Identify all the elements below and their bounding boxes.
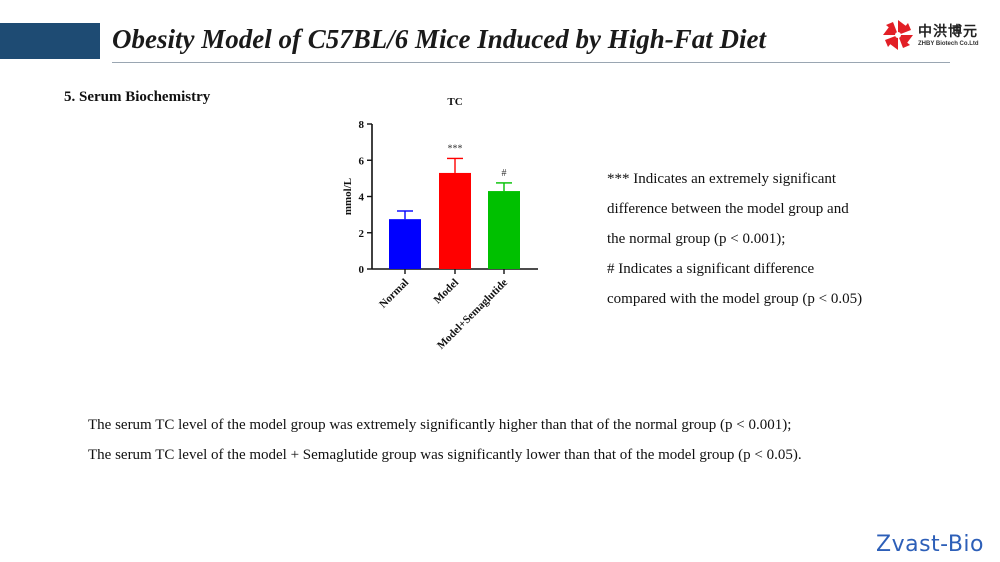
bar (439, 172, 471, 269)
significance-note: *** Indicates an extremely significant d… (607, 164, 947, 314)
significance-mark: # (502, 168, 507, 179)
bar (389, 219, 421, 269)
company-logo: 中洪博元 ZHBY Biotech Co.Ltd (880, 17, 990, 55)
x-tick-label: Normal (377, 277, 411, 311)
note-line: difference between the model group and (607, 201, 849, 217)
bar (488, 191, 520, 269)
x-tick-label: Model (431, 277, 461, 307)
section-heading: 5. Serum Biochemistry (64, 89, 211, 105)
summary-line: The serum TC level of the model + Semagl… (88, 447, 802, 463)
header-divider (112, 62, 950, 63)
red-pinwheel-logo-icon (883, 20, 913, 50)
significance-mark: *** (448, 143, 463, 154)
y-tick-label: 6 (359, 155, 365, 167)
note-line: # Indicates a significant difference (607, 261, 815, 277)
logo-chinese-name: 中洪博元 (918, 24, 978, 40)
result-summary: The serum TC level of the model group wa… (88, 410, 968, 470)
y-tick-label: 4 (359, 192, 365, 204)
logo-english-name: ZHBY Biotech Co.Ltd (918, 41, 979, 47)
summary-line: The serum TC level of the model group wa… (88, 417, 792, 433)
y-tick-label: 2 (359, 228, 365, 240)
note-line: *** Indicates an extremely significant (607, 171, 837, 187)
watermark: Zvast-Bio (876, 532, 984, 557)
y-tick-label: 8 (359, 119, 365, 131)
y-axis-label: mmol/L (342, 178, 354, 215)
header-accent-bar (0, 23, 100, 59)
note-line: compared with the model group (p < 0.05) (607, 291, 863, 307)
note-line: the normal group (p < 0.001); (607, 231, 786, 247)
tc-bar-chart: TC02468mmol/LNormal***Model#Model+Semagl… (342, 96, 538, 352)
slide-title: Obesity Model of C57BL/6 Mice Induced by… (112, 24, 766, 54)
y-tick-label: 0 (359, 264, 365, 276)
chart-title: TC (447, 96, 462, 108)
